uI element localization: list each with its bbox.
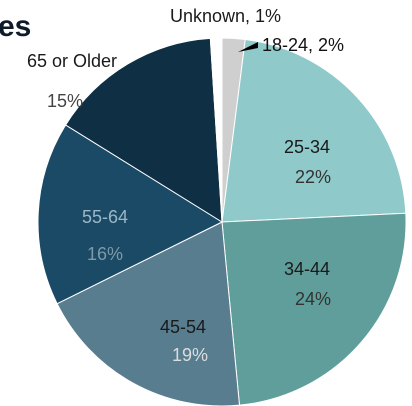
pie-slice [64, 37, 223, 223]
value-label: , 2% [308, 35, 344, 55]
slice-label: 18-24, 2% [262, 35, 344, 55]
slice-label: Unknown, 1% [170, 6, 281, 26]
category-label: Unknown [170, 6, 245, 26]
leader-arrow [238, 42, 258, 52]
category-label: 34-44 [284, 259, 330, 279]
value-label: , 1% [245, 6, 281, 26]
category-label: 25-34 [284, 137, 330, 157]
category-label: 55-64 [82, 207, 128, 227]
pie-slice [37, 124, 224, 305]
category-label: 45-54 [160, 317, 206, 337]
pie-slice [221, 38, 407, 223]
pie-slice [221, 212, 407, 406]
value-label: 19% [172, 345, 208, 365]
category-label: 18-24 [262, 35, 308, 55]
value-label: 24% [295, 289, 331, 309]
chart-title: es [0, 10, 31, 43]
value-label: 16% [87, 244, 123, 264]
value-label: 15% [47, 91, 83, 111]
category-label: 65 or Older [27, 51, 117, 71]
value-label: 22% [295, 167, 331, 187]
pie-slice [209, 37, 223, 223]
